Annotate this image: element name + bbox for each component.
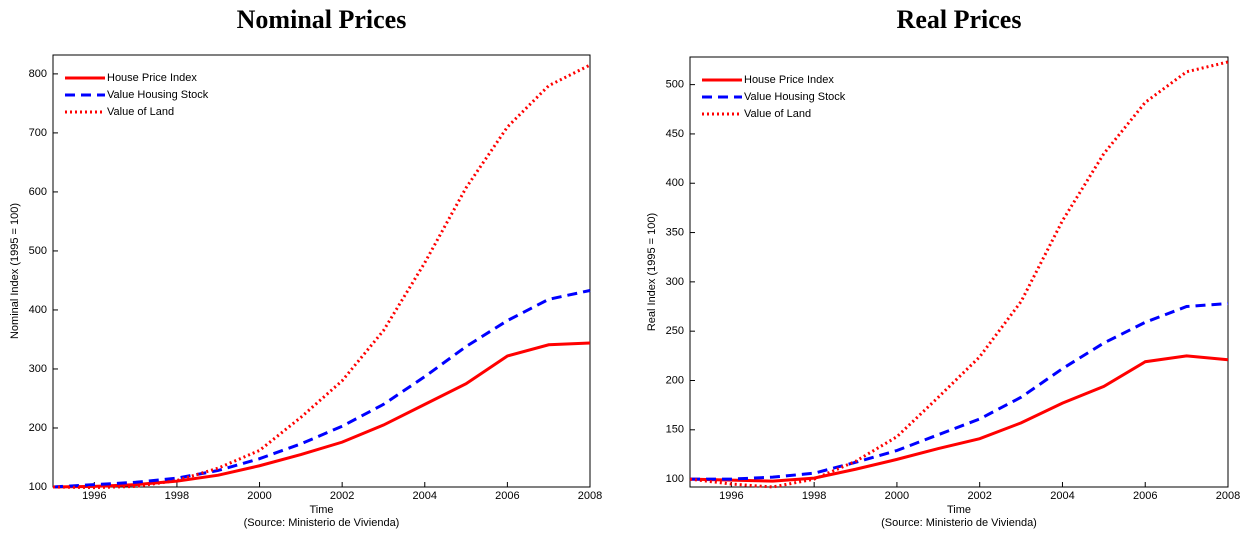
x-tick-label: 2002 (967, 490, 991, 502)
y-tick-label: 250 (666, 325, 684, 337)
y-tick-label: 450 (666, 128, 684, 140)
y-tick-label: 100 (666, 473, 684, 485)
legend-label: Value Housing Stock (107, 89, 209, 101)
y-axis-label: Nominal Index (1995 = 100) (9, 203, 21, 339)
series-line (690, 302, 1229, 481)
y-tick-label: 100 (29, 481, 47, 493)
y-tick-label: 400 (29, 304, 47, 316)
series-line (689, 60, 1229, 489)
x-tick-label: 1996 (719, 490, 743, 502)
series-line (52, 63, 591, 490)
legend-label: Value Housing Stock (744, 91, 846, 103)
source-note: (Source: Ministerio de Vivienda) (244, 517, 400, 529)
x-tick-label: 2006 (495, 490, 519, 502)
source-note: (Source: Ministerio de Vivienda) (881, 517, 1037, 529)
y-axis-label: Real Index (1995 = 100) (646, 213, 658, 331)
x-tick-label: 1996 (82, 490, 106, 502)
x-tick-label: 2000 (885, 490, 909, 502)
legend-label: House Price Index (107, 72, 197, 84)
y-tick-label: 800 (29, 68, 47, 80)
y-tick-label: 500 (29, 245, 47, 257)
x-axis-label: Time (947, 504, 971, 516)
chart-title: Nominal Prices (237, 5, 407, 34)
x-tick-label: 1998 (802, 490, 826, 502)
y-tick-label: 500 (666, 79, 684, 91)
y-tick-label: 600 (29, 186, 47, 198)
y-tick-label: 200 (666, 374, 684, 386)
x-tick-label: 1998 (165, 490, 189, 502)
x-tick-label: 2006 (1133, 490, 1157, 502)
y-tick-label: 400 (666, 177, 684, 189)
legend-label: House Price Index (744, 74, 834, 86)
chart-title: Real Prices (897, 5, 1022, 34)
series-line (689, 354, 1229, 483)
legend-label: Value of Land (744, 108, 811, 120)
y-tick-label: 700 (29, 127, 47, 139)
x-tick-label: 2008 (1216, 490, 1240, 502)
legend-label: Value of Land (107, 106, 174, 118)
y-tick-label: 200 (29, 422, 47, 434)
x-axis-label: Time (309, 504, 333, 516)
y-tick-label: 150 (666, 424, 684, 436)
y-tick-label: 300 (666, 276, 684, 288)
x-tick-label: 2002 (330, 490, 354, 502)
series-line (52, 341, 591, 489)
series-line (52, 289, 591, 489)
y-tick-label: 300 (29, 363, 47, 375)
x-tick-label: 2004 (1050, 490, 1074, 502)
x-tick-label: 2008 (578, 490, 602, 502)
x-tick-label: 2004 (413, 490, 437, 502)
y-tick-label: 350 (666, 226, 684, 238)
x-tick-label: 2000 (247, 490, 271, 502)
plot-frame (52, 54, 591, 488)
plot-frame (689, 56, 1229, 488)
